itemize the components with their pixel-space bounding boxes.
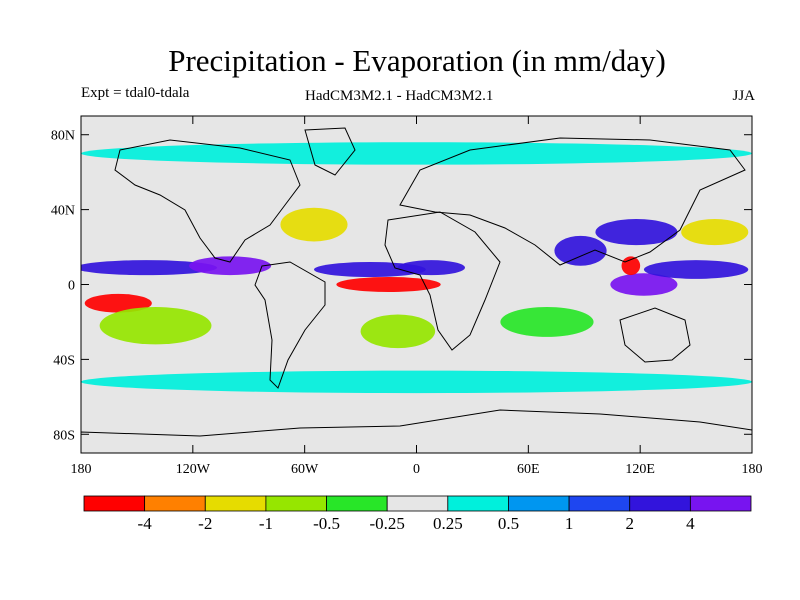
field-region	[610, 273, 678, 296]
colorbar-label: 0.5	[498, 514, 519, 533]
coastline-africa	[384, 211, 501, 351]
y-tick-label: 80N	[51, 129, 75, 144]
field-region	[595, 218, 678, 246]
x-tick-label: 180	[742, 462, 763, 477]
colorbar-swatch	[689, 495, 752, 512]
experiment-label: Expt = tdal0-tdala	[81, 85, 190, 101]
coastlines	[81, 127, 752, 453]
field-region	[360, 314, 436, 349]
chart-title: Precipitation - Evaporation (in mm/day)	[168, 43, 666, 78]
y-tick-label: 40S	[53, 353, 75, 368]
colorbar-swatch	[386, 495, 449, 512]
field-layer	[81, 142, 752, 394]
y-tick-label: 80S	[53, 428, 75, 443]
field-region	[313, 262, 426, 278]
field-region	[500, 306, 594, 337]
colorbar-swatch	[326, 495, 388, 512]
x-tick-label: 120E	[625, 462, 655, 477]
colorbar: -4 -2 -1 -0.5 -0.25 0.25 0.5 1 2 4	[83, 495, 752, 533]
field-region	[397, 260, 465, 276]
coastline-antarctica	[81, 409, 752, 453]
field-region	[99, 306, 212, 345]
field-region	[81, 260, 218, 276]
colorbar-label: -2	[198, 514, 212, 533]
y-tick-label: 40N	[51, 204, 75, 219]
x-tick-label: 180	[71, 462, 92, 477]
colorbar-swatch	[204, 495, 267, 512]
field-region	[81, 370, 752, 394]
coastline-south-america	[254, 261, 326, 389]
x-tick-label: 60W	[291, 462, 319, 477]
field-region	[280, 207, 348, 242]
field-region	[681, 218, 749, 246]
model-label: HadCM3M2.1 - HadCM3M2.1	[305, 88, 494, 104]
colorbar-swatch	[83, 495, 146, 512]
coastline-north-america	[114, 139, 301, 263]
colorbar-swatch	[629, 495, 691, 512]
field-region	[81, 142, 752, 165]
field-region	[643, 260, 749, 279]
coastline-greenland	[304, 127, 356, 176]
colorbar-swatch	[144, 495, 206, 512]
colorbar-label: 4	[686, 514, 695, 533]
colorbar-label: -0.25	[369, 514, 404, 533]
colorbar-swatch	[265, 495, 327, 512]
field-region	[554, 235, 607, 266]
colorbar-label: 2	[625, 514, 634, 533]
colorbar-label: -0.5	[313, 514, 340, 533]
colorbar-label: -1	[259, 514, 273, 533]
colorbar-swatch	[508, 495, 570, 512]
coastline-eurasia	[399, 137, 746, 266]
x-tick-label: 120W	[176, 462, 211, 477]
coastline-australia	[619, 307, 691, 363]
x-tick-label: 60E	[517, 462, 540, 477]
field-region	[84, 293, 152, 313]
field-region	[189, 256, 272, 276]
colorbar-label: -4	[138, 514, 153, 533]
colorbar-label: 0.25	[433, 514, 463, 533]
x-axis: 180 120W 60W 0 60E 120E 180	[71, 116, 763, 477]
y-tick-label: 0	[68, 279, 75, 294]
field-region	[336, 277, 441, 292]
colorbar-label: 1	[565, 514, 574, 533]
colorbar-swatch	[447, 495, 509, 512]
colorbar-swatch	[568, 495, 631, 512]
season-label: JJA	[732, 88, 755, 104]
x-tick-label: 0	[413, 462, 420, 477]
y-axis: 80N 40N 0 40S 80S	[51, 129, 752, 443]
